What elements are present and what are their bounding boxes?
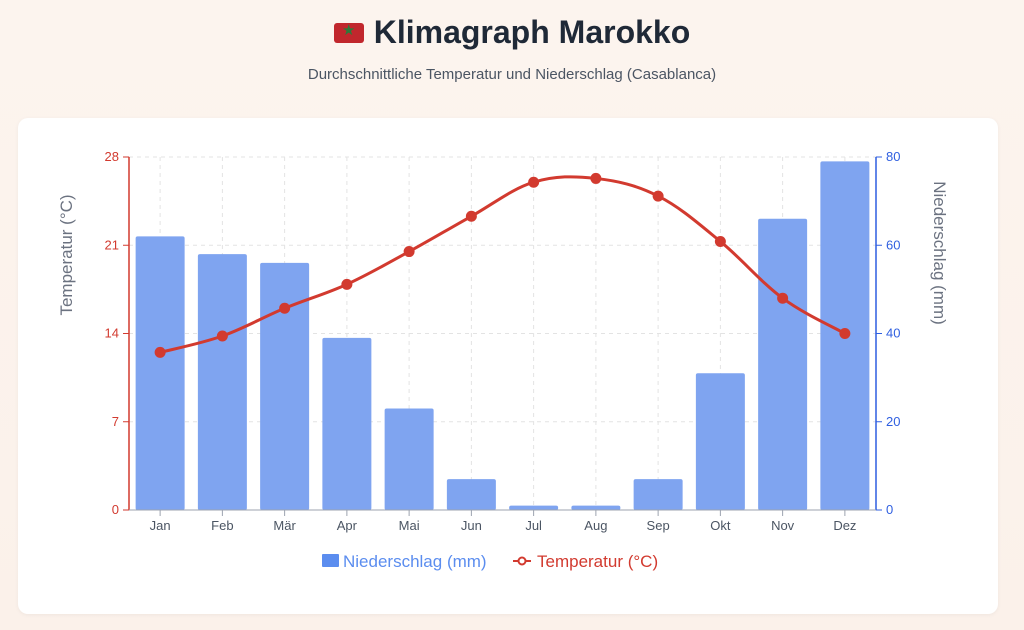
morocco-flag-icon	[333, 21, 364, 43]
page-title: Klimagraph Marokko	[0, 14, 1024, 51]
x-tick-label: Feb	[211, 518, 233, 533]
y-left-tick-label: 7	[112, 414, 119, 429]
x-tick-label: Jan	[150, 518, 171, 533]
x-tick-label: Jul	[525, 518, 542, 533]
temp-point-Okt	[714, 235, 726, 247]
y-left-tick-label: 28	[105, 149, 119, 164]
x-tick-label: Jun	[461, 518, 482, 533]
temperature-line	[159, 175, 846, 354]
temp-point-Jun	[465, 210, 477, 222]
x-tick-label: Nov	[771, 518, 795, 533]
y-left-tick-label: 0	[112, 502, 119, 517]
y-axis-left-label: Temperatur (°C)	[57, 194, 76, 315]
subtitle: Durchschnittliche Temperatur und Nieders…	[307, 66, 717, 83]
y-right-tick-label: 0	[886, 502, 893, 517]
legend-niederschlag[interactable]: Niederschlag (mm)	[343, 552, 487, 571]
bar-Apr	[322, 337, 372, 510]
legend: Niederschlag (mm) Temperatur (°C)	[322, 552, 658, 571]
bar-Mai	[384, 408, 434, 510]
bar-Aug	[571, 505, 621, 510]
x-tick-label: Sep	[647, 518, 670, 533]
bar-Mär	[260, 262, 310, 510]
x-tick-label: Aug	[584, 518, 607, 533]
temp-point-Aug	[590, 172, 602, 184]
bar-Okt	[695, 373, 745, 510]
temp-point-Feb	[216, 330, 228, 342]
y-right-tick-label: 60	[886, 237, 900, 252]
y-axis-right-label: Niederschlag (mm)	[930, 181, 949, 325]
temp-point-Nov	[777, 292, 789, 304]
y-right-tick-label: 80	[886, 149, 900, 164]
title-text: Klimagraph Marokko	[373, 14, 691, 50]
legend-bar-swatch[interactable]	[322, 554, 339, 567]
temp-point-Jan	[154, 346, 166, 358]
x-tick-label: Dez	[833, 518, 856, 533]
x-tick-label: Apr	[337, 518, 358, 533]
temp-point-Mai	[403, 246, 415, 258]
y-right-tick-label: 20	[886, 414, 900, 429]
x-tick-label: Mai	[399, 518, 420, 533]
temp-point-Mär	[279, 302, 291, 314]
bar-Jan	[135, 236, 185, 511]
y-right-tick-label: 40	[886, 326, 900, 341]
temp-point-Apr	[341, 278, 353, 290]
bar-Jul	[509, 505, 559, 510]
bar-Jun	[446, 479, 496, 510]
bar-Feb	[197, 254, 247, 510]
bar-Sep	[633, 479, 683, 510]
y-left-tick-label: 21	[105, 237, 119, 252]
x-tick-label: Mär	[273, 518, 296, 533]
legend-line-marker	[517, 556, 527, 566]
y-left-tick-label: 14	[105, 326, 119, 341]
legend-temperatur[interactable]: Temperatur (°C)	[537, 552, 658, 571]
temp-point-Dez	[839, 328, 851, 339]
x-tick-label: Okt	[710, 518, 731, 533]
temp-point-Jul	[528, 176, 540, 188]
temp-point-Sep	[652, 190, 664, 202]
bar-Nov	[758, 218, 808, 510]
